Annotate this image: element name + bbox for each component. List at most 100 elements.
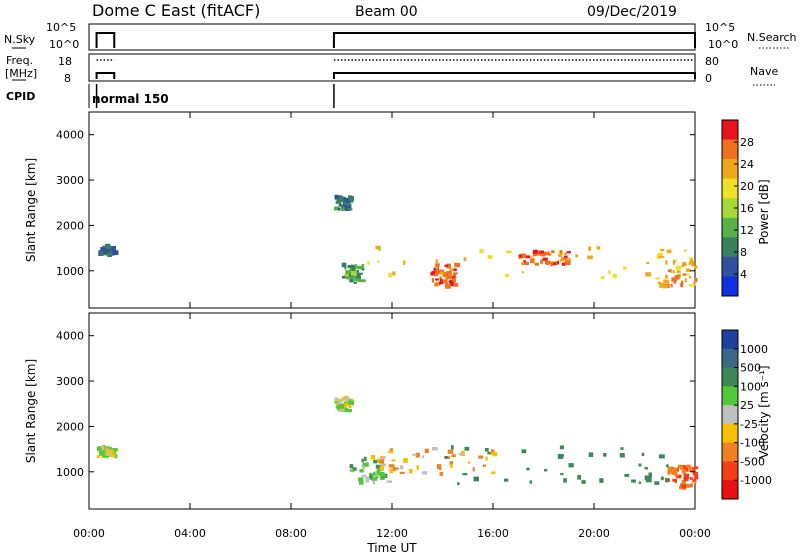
- scatter-cell: [345, 273, 349, 278]
- scatter-cell: [655, 277, 661, 280]
- scatter-cell: [568, 463, 574, 468]
- scatter-cell: [526, 467, 530, 471]
- scatter-cell: [348, 198, 353, 202]
- scatter-cell: [335, 405, 338, 409]
- nsearch-label: N.Search: [747, 31, 797, 44]
- scatter-cell: [372, 480, 376, 485]
- y-tick-label: 2000: [56, 420, 84, 433]
- scatter-cell: [444, 456, 448, 459]
- scatter-cell: [561, 257, 567, 260]
- scatter-cell: [341, 397, 346, 401]
- colorbar-tick-label: -25: [740, 418, 758, 431]
- colorbar-swatch: [722, 178, 738, 199]
- scatter-cell: [542, 257, 548, 261]
- scatter-cell: [599, 478, 604, 483]
- colorbar-tick-label: 4: [740, 268, 747, 281]
- x-tick-label: 04:00: [174, 527, 206, 540]
- nsky-trace: [332, 32, 696, 48]
- y-tick-label: 1000: [56, 265, 84, 278]
- scatter-cell: [351, 267, 355, 272]
- scatter-cell: [424, 448, 429, 453]
- scatter-cell: [484, 448, 489, 452]
- scatter-cell: [458, 453, 464, 456]
- scatter-cell: [346, 203, 352, 209]
- scatter-cell: [340, 207, 345, 212]
- beam-label: Beam 00: [355, 4, 418, 20]
- scatter-cell: [462, 473, 468, 476]
- scatter-cell: [451, 454, 456, 458]
- nsky-panel-frame: [88, 23, 696, 51]
- scatter-cell: [102, 455, 109, 458]
- scatter-cell: [447, 449, 454, 454]
- scatter-cell: [675, 265, 678, 270]
- scatter-cell: [531, 255, 534, 259]
- scatter-cell: [548, 253, 552, 256]
- scatter-cell: [623, 266, 627, 270]
- scatter-cell: [544, 469, 548, 472]
- power-colorbar: 28 24 20 16 12 8 4: [721, 119, 754, 297]
- cpid-value: normal 150: [92, 92, 169, 106]
- scatter-cell: [350, 275, 356, 279]
- scatter-cell: [666, 479, 671, 482]
- scatter-cell: [672, 260, 675, 265]
- scatter-cell: [102, 251, 107, 254]
- scatter-cell: [667, 466, 674, 471]
- scatter-cell: [682, 273, 686, 276]
- scatter-cell: [485, 456, 488, 461]
- scatter-cell: [657, 281, 662, 285]
- scatter-cell: [587, 255, 593, 260]
- scatter-cell: [681, 480, 686, 484]
- scatter-cell: [341, 205, 344, 209]
- scatter-cell: [674, 259, 677, 263]
- scatter-cell: [694, 265, 698, 269]
- colorbar-tick-label: 500: [740, 362, 761, 375]
- velocity-colorbar: 1000 500 100 25 -25 -100 -500 -1000: [721, 329, 772, 500]
- scatter-cell: [663, 279, 669, 284]
- scatter-cell: [377, 260, 380, 263]
- scatter-cell: [454, 262, 457, 268]
- scatter-cell: [487, 255, 493, 259]
- scatter-cell: [347, 410, 352, 413]
- scatter-cell: [337, 207, 341, 211]
- velocity-panel-data: [96, 395, 699, 490]
- scatter-cell: [667, 468, 673, 474]
- scatter-cell: [520, 253, 526, 259]
- scatter-cell: [334, 206, 340, 211]
- scatter-cell: [683, 477, 689, 482]
- scatter-cell: [504, 478, 509, 482]
- scatter-cell: [645, 272, 651, 277]
- scatter-cell: [435, 259, 438, 264]
- colorbar-swatch: [722, 217, 738, 238]
- scatter-cell: [113, 455, 116, 458]
- scatter-cell: [449, 461, 454, 466]
- scatter-cell: [478, 455, 484, 459]
- scatter-cell: [521, 449, 527, 454]
- scatter-cell: [692, 468, 696, 472]
- scatter-cell: [665, 260, 668, 265]
- station-title: Dome C East (fitACF): [92, 1, 260, 20]
- scatter-cell: [530, 258, 535, 264]
- scatter-cell: [544, 260, 551, 265]
- scatter-cell: [674, 479, 677, 483]
- colorbar-swatch: [722, 367, 738, 387]
- scatter-cell: [431, 271, 436, 275]
- scatter-cell: [683, 487, 687, 490]
- scatter-cell: [681, 470, 687, 473]
- colorbar-tick-label: 20: [740, 180, 754, 193]
- scatter-cell: [96, 446, 101, 451]
- top-panel-lines: [95, 32, 696, 108]
- freq-unit-label: [MHz]: [5, 67, 37, 80]
- scatter-cell: [439, 278, 443, 283]
- scatter-cell: [681, 280, 684, 286]
- freq-tick-low: 8: [64, 72, 71, 85]
- scatter-cell: [359, 469, 364, 473]
- scatter-cell: [444, 264, 449, 268]
- colorbar-tick-label: 28: [740, 136, 754, 149]
- scatter-cell: [523, 261, 529, 265]
- scatter-cell: [379, 459, 384, 464]
- scatter-cell: [381, 463, 387, 467]
- scatter-cell: [349, 464, 354, 469]
- scatter-cell: [540, 259, 543, 264]
- scatter-cell: [685, 273, 690, 276]
- scatter-cell: [382, 475, 387, 478]
